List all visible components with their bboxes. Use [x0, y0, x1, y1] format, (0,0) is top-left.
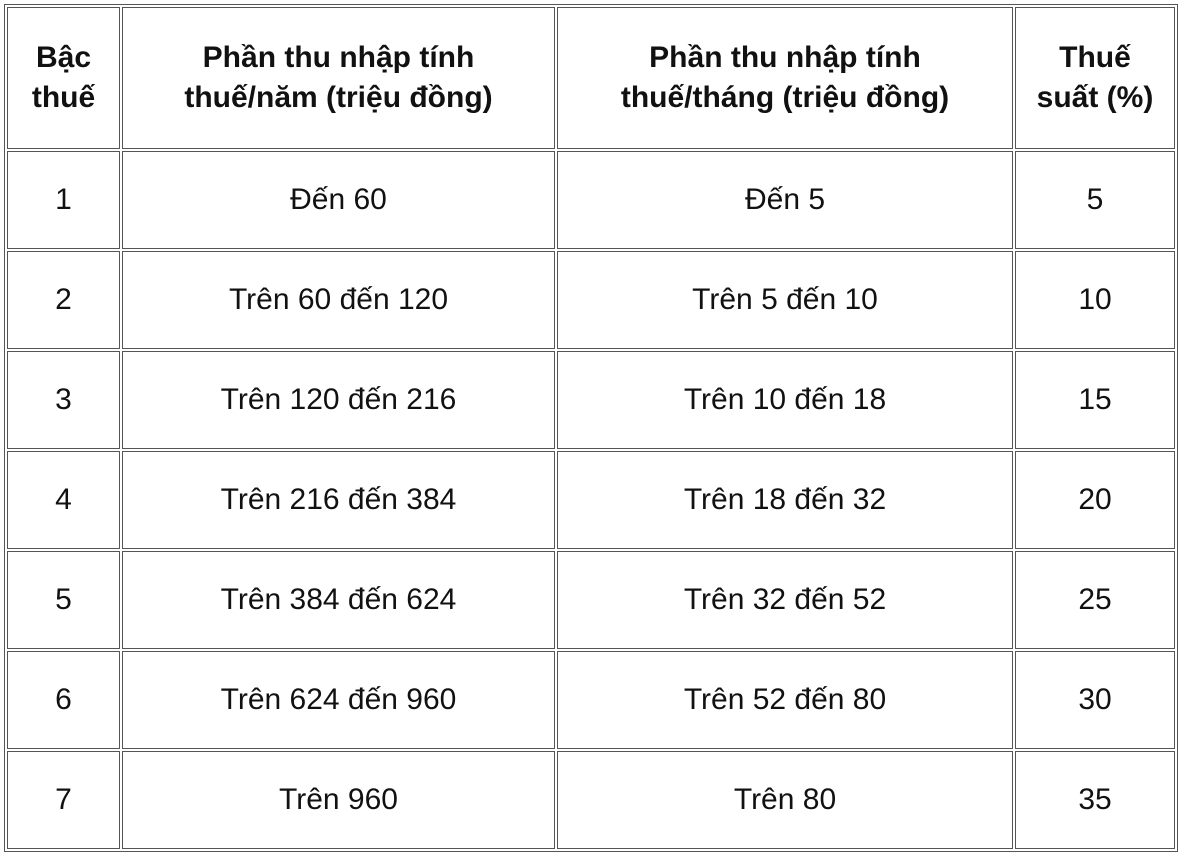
table-cell: Trên 216 đến 384	[122, 451, 555, 549]
header-cell: Phần thu nhập tính thuế/tháng (triệu đồn…	[557, 7, 1013, 149]
table-cell: Đến 60	[122, 151, 555, 249]
table-cell: Trên 624 đến 960	[122, 651, 555, 749]
table-row: 4 Trên 216 đến 384 Trên 18 đến 32 20	[7, 451, 1175, 549]
table-cell: 4	[7, 451, 120, 549]
table-cell: 7	[7, 751, 120, 849]
table-cell: Trên 384 đến 624	[122, 551, 555, 649]
table-cell: 10	[1015, 251, 1175, 349]
header-row: Bậc thuế Phần thu nhập tính thuế/năm (tr…	[7, 7, 1175, 149]
table-cell: 30	[1015, 651, 1175, 749]
table-cell: Trên 5 đến 10	[557, 251, 1013, 349]
table-row: 3 Trên 120 đến 216 Trên 10 đến 18 15	[7, 351, 1175, 449]
table-cell: Đến 5	[557, 151, 1013, 249]
table-row: 2 Trên 60 đến 120 Trên 5 đến 10 10	[7, 251, 1175, 349]
table-cell: 5	[7, 551, 120, 649]
table-row: 6 Trên 624 đến 960 Trên 52 đến 80 30	[7, 651, 1175, 749]
header-text: Thuế suất (%)	[1036, 41, 1154, 114]
table-cell: Trên 80	[557, 751, 1013, 849]
header-cell: Phần thu nhập tính thuế/năm (triệu đồng)	[122, 7, 555, 149]
table-cell: 35	[1015, 751, 1175, 849]
table-cell: Trên 18 đến 32	[557, 451, 1013, 549]
table-cell: Trên 960	[122, 751, 555, 849]
table-cell: 25	[1015, 551, 1175, 649]
table-cell: Trên 32 đến 52	[557, 551, 1013, 649]
header-text: Bậc thuế	[31, 41, 96, 114]
header-text: Phần thu nhập tính thuế/năm (triệu đồng)	[184, 41, 493, 114]
header-cell: Bậc thuế	[7, 7, 120, 149]
table-cell: Trên 10 đến 18	[557, 351, 1013, 449]
table-row: 7 Trên 960 Trên 80 35	[7, 751, 1175, 849]
table-cell: Trên 60 đến 120	[122, 251, 555, 349]
tax-table: Bậc thuế Phần thu nhập tính thuế/năm (tr…	[4, 4, 1178, 852]
table-cell: 6	[7, 651, 120, 749]
table-cell: Trên 52 đến 80	[557, 651, 1013, 749]
table-cell: 2	[7, 251, 120, 349]
table-row: 5 Trên 384 đến 624 Trên 32 đến 52 25	[7, 551, 1175, 649]
table-body: 1 Đến 60 Đến 5 5 2 Trên 60 đến 120 Trên 5 đến …	[7, 151, 1175, 849]
table-cell: 1	[7, 151, 120, 249]
table-cell: Trên 120 đến 216	[122, 351, 555, 449]
header-text: Phần thu nhập tính thuế/tháng (triệu đồn…	[620, 41, 950, 114]
table-cell: 3	[7, 351, 120, 449]
table-cell: 15	[1015, 351, 1175, 449]
header-cell: Thuế suất (%)	[1015, 7, 1175, 149]
table-cell: 5	[1015, 151, 1175, 249]
table-cell: 20	[1015, 451, 1175, 549]
